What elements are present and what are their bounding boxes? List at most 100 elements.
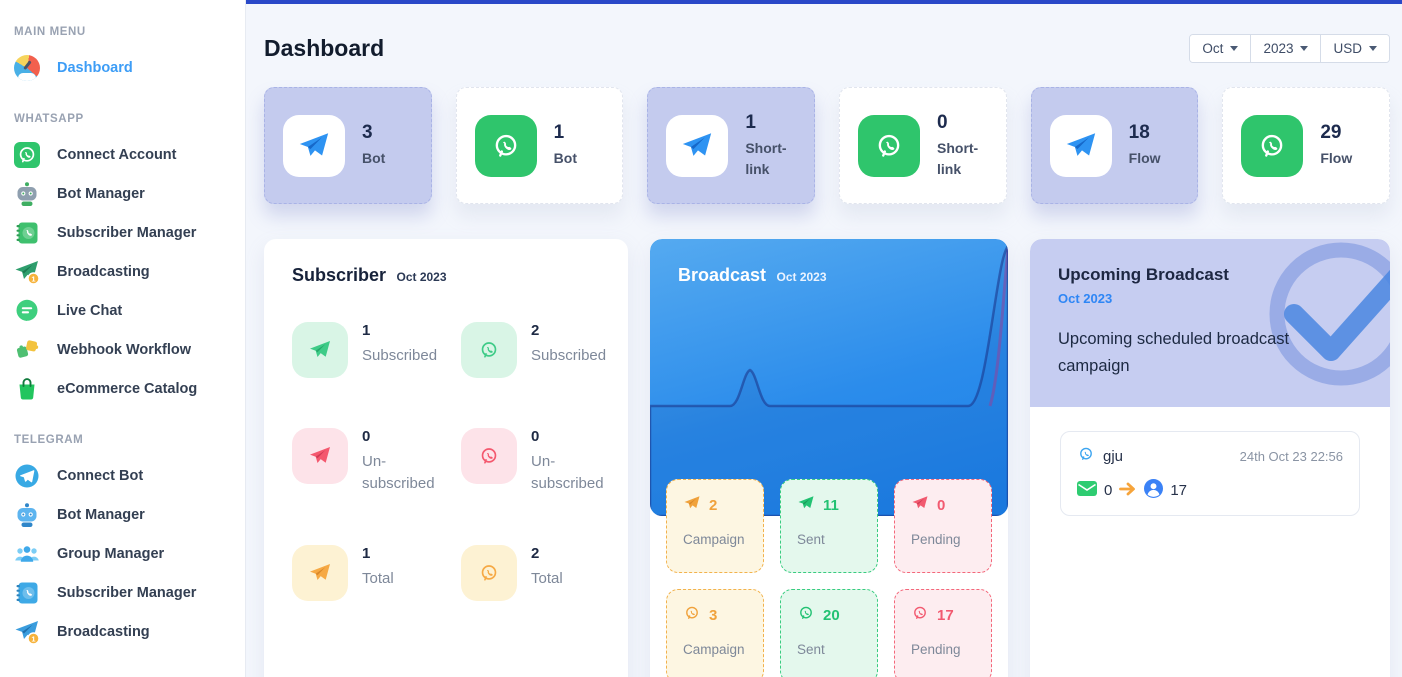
stat-card-telegram-bot: 3 Bot [264, 87, 432, 204]
broadcast-chip-whatsapp-sent: 20 Sent [780, 589, 878, 677]
year-dropdown-value: 2023 [1263, 41, 1294, 56]
chip-value: 2 [709, 496, 718, 514]
sidebar-item-label: Dashboard [57, 59, 133, 76]
telegram-plane-icon [666, 114, 729, 177]
sidebar-item-tg-broadcasting[interactable]: 1 Broadcasting [0, 612, 245, 651]
whatsapp-icon [858, 114, 920, 177]
whatsapp-icon [1241, 114, 1304, 177]
chip-label: Campaign [683, 642, 745, 657]
sidebar-item-dashboard[interactable]: Dashboard [0, 48, 245, 87]
contacts-book-icon [14, 220, 40, 246]
stat-card-whatsapp-bot: 1 Bot [455, 87, 624, 204]
campaign-name: gju [1103, 447, 1124, 465]
sidebar-item-wa-connect-account[interactable]: Connect Account [0, 135, 245, 174]
stat-label: Total [362, 569, 394, 587]
subscriber-panel: Subscriber Oct 2023 1 Subscribed [264, 239, 628, 677]
telegram-plane-icon [292, 322, 348, 378]
chip-value: 3 [709, 606, 718, 624]
stat-label: Short-link [745, 139, 787, 177]
sidebar-section-main-menu: MAIN MENU [14, 26, 86, 38]
stat-label: Short-link [937, 139, 979, 177]
stat-value: 18 [1128, 122, 1150, 143]
stat-value: 1 [553, 122, 565, 143]
sidebar-item-label: Broadcasting [57, 623, 150, 640]
month-dropdown[interactable]: Oct [1190, 35, 1251, 62]
broadcast-chart-card: Broadcast Oct 2023 [650, 239, 1008, 516]
upcoming-panel-description: Upcoming scheduled broadcast campaign [1058, 330, 1290, 375]
stat-label: Un-subscribed [362, 453, 435, 492]
broadcast-panel-period: Oct 2023 [776, 270, 827, 284]
broadcast-panel-title: Broadcast [678, 265, 767, 285]
currency-dropdown[interactable]: USD [1320, 35, 1389, 62]
chevron-down-icon [1300, 46, 1309, 51]
stat-value: 0 [937, 111, 948, 133]
sidebar-item-label: Broadcasting [57, 263, 150, 280]
badge-count: 1 [31, 634, 35, 643]
stat-value: 2 [531, 322, 540, 339]
subscriber-stat-telegram-subscribed: 1 Subscribed [292, 322, 437, 378]
sidebar-item-label: Connect Bot [57, 467, 144, 484]
broadcast-chip-telegram-sent: 11 Sent [780, 479, 878, 573]
puzzle-icon [14, 337, 40, 363]
subscriber-stat-telegram-total: 1 Total [292, 544, 437, 601]
stat-label: Bot [553, 150, 577, 166]
stat-label: Subscribed [531, 347, 607, 364]
chip-value: 11 [823, 496, 839, 514]
telegram-plane-icon [292, 428, 348, 484]
subscriber-stat-telegram-unsubscribed: 0 Un-subscribed [292, 428, 437, 495]
sidebar-item-wa-live-chat[interactable]: Live Chat [0, 291, 245, 330]
chip-value: 20 [823, 606, 840, 624]
broadcast-chip-telegram-pending: 0 Pending [894, 479, 992, 573]
broadcast-chip-whatsapp-pending: 17 Pending [894, 589, 992, 677]
chevron-down-icon [1230, 46, 1239, 51]
sidebar-item-tg-connect-bot[interactable]: Connect Bot [0, 456, 245, 495]
upcoming-broadcast-panel: Upcoming Broadcast Oct 2023 Upcoming sch… [1030, 239, 1390, 677]
sent-count: 0 [1104, 482, 1113, 500]
sidebar-item-tg-subscriber-manager[interactable]: Subscriber Manager [0, 573, 245, 612]
person-circle-icon [1144, 479, 1164, 502]
envelope-icon [1077, 481, 1097, 500]
filter-group: Oct 2023 USD [1189, 34, 1390, 63]
whatsapp-icon [1077, 445, 1095, 467]
whatsapp-icon [911, 604, 929, 626]
telegram-plane-icon [797, 494, 815, 516]
subscriber-panel-title: Subscriber [292, 265, 387, 285]
sidebar-item-label: Bot Manager [57, 185, 145, 202]
chip-label: Pending [911, 532, 961, 547]
telegram-plane-icon [283, 114, 345, 177]
sidebar-item-label: Subscriber Manager [57, 584, 197, 601]
year-dropdown[interactable]: 2023 [1250, 35, 1321, 62]
sidebar-item-tg-bot-manager[interactable]: Bot Manager [0, 495, 245, 534]
page-title: Dashboard [264, 35, 385, 61]
chip-label: Campaign [683, 532, 745, 547]
stat-value: 3 [362, 122, 373, 143]
stat-value: 29 [1320, 122, 1342, 143]
whatsapp-icon [474, 114, 537, 177]
currency-dropdown-value: USD [1333, 41, 1362, 56]
upcoming-broadcast-item[interactable]: gju 24th Oct 23 22:56 0 17 [1060, 431, 1360, 517]
whatsapp-icon [14, 141, 40, 168]
sidebar-item-wa-subscriber-manager[interactable]: Subscriber Manager [0, 213, 245, 252]
paper-plane-badge-icon: 1 [14, 259, 40, 285]
check-circle-icon [1269, 242, 1390, 386]
chip-label: Pending [911, 642, 961, 657]
top-accent-bar [246, 0, 1402, 4]
sidebar-item-wa-ecommerce-catalog[interactable]: eCommerce Catalog [0, 369, 245, 408]
stat-card-whatsapp-shortlink: 0 Short-link [839, 87, 1007, 204]
sidebar-item-wa-webhook-workflow[interactable]: Webhook Workflow [0, 330, 245, 369]
subscriber-stat-whatsapp-total: 2 Total [461, 544, 606, 601]
sidebar-item-label: Webhook Workflow [57, 341, 191, 358]
stat-label: Subscribed [362, 347, 438, 364]
main-content: Dashboard Oct 2023 USD [246, 0, 1402, 677]
stat-value: 2 [531, 544, 540, 562]
sidebar-item-wa-broadcasting[interactable]: 1 Broadcasting [0, 252, 245, 291]
telegram-plane-icon [292, 544, 348, 601]
stat-label: Un-subscribed [531, 453, 604, 492]
sidebar-item-tg-group-manager[interactable]: Group Manager [0, 534, 245, 573]
subscriber-stat-whatsapp-subscribed: 2 Subscribed [461, 322, 606, 378]
shopping-bag-icon [14, 376, 40, 402]
arrow-right-icon [1119, 482, 1137, 500]
sidebar-item-wa-bot-manager[interactable]: Bot Manager [0, 174, 245, 213]
sidebar-section-telegram: TELEGRAM [14, 434, 84, 446]
sidebar-item-label: Connect Account [57, 146, 177, 163]
